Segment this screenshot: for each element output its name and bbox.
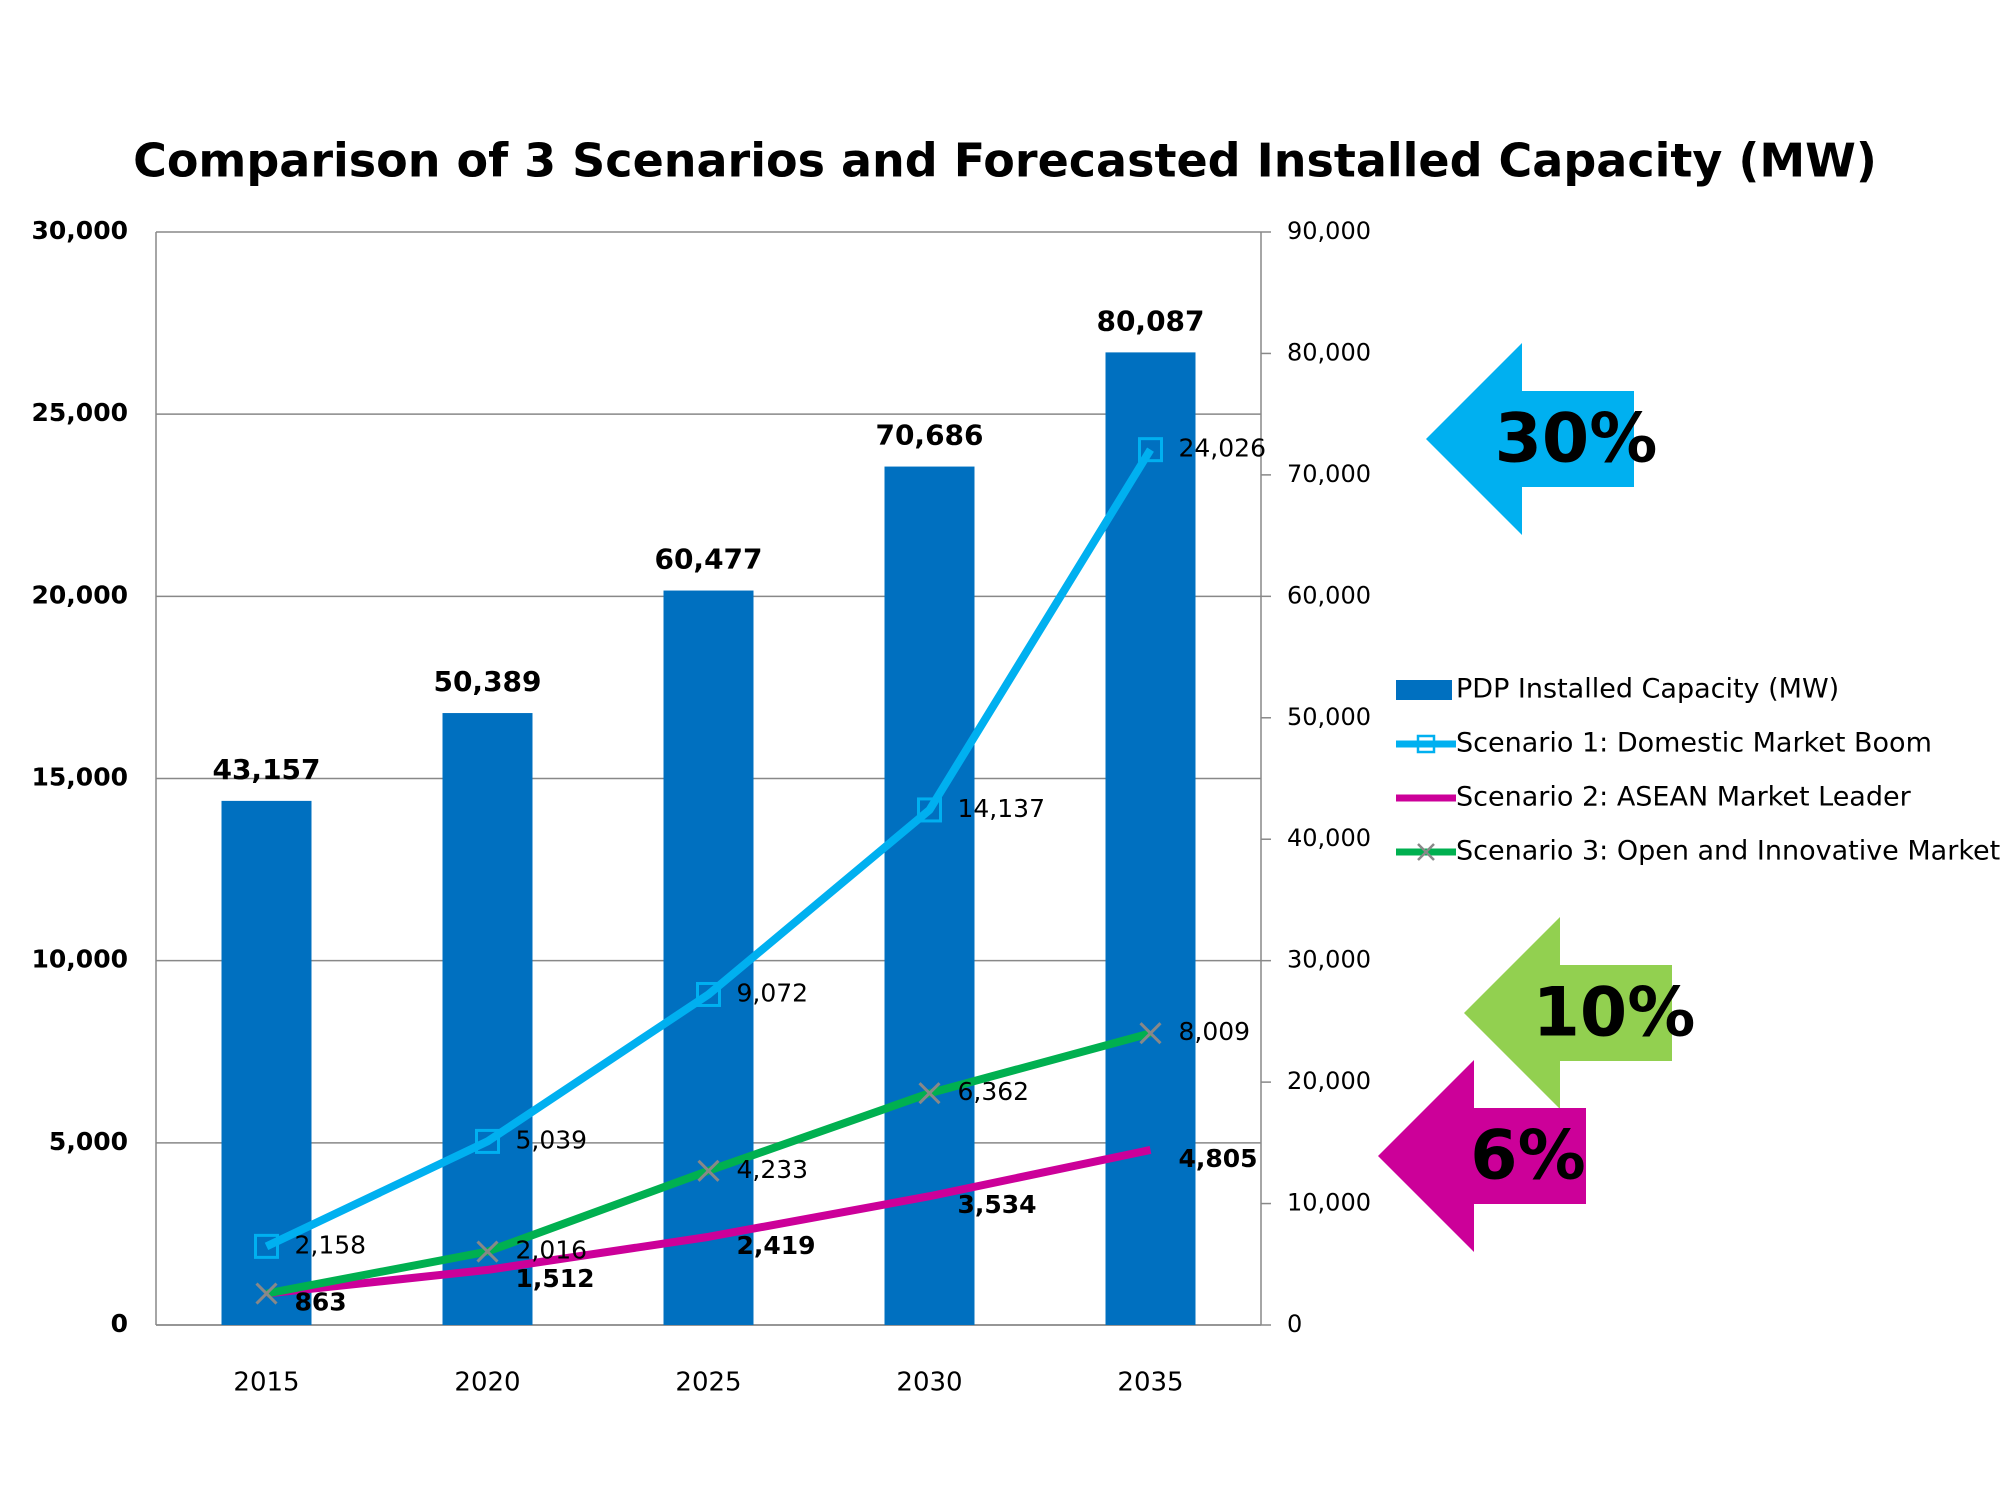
marker <box>254 1233 279 1259</box>
marker <box>475 1128 500 1154</box>
annotation-text: 30% <box>1495 400 1658 479</box>
chart-title: Comparison of 3 Scenarios and Forecasted… <box>133 134 1877 188</box>
y2-tick-label: 30,000 <box>1287 946 1371 974</box>
y-tick-label: 10,000 <box>32 945 128 974</box>
y-tick-label: 25,000 <box>32 398 128 427</box>
legend-marker <box>1417 843 1435 861</box>
line-value-label: 9,072 <box>737 978 809 1007</box>
bar <box>884 466 975 1325</box>
y-tick-label: 15,000 <box>32 763 128 792</box>
bar-value-label: 80,087 <box>1096 304 1204 337</box>
bar <box>221 800 312 1325</box>
y2-tick-label: 20,000 <box>1287 1067 1371 1095</box>
x-tick-label: 2030 <box>896 1368 962 1398</box>
annotation-arrow <box>1426 343 1634 535</box>
bar-value-label: 70,686 <box>875 419 983 452</box>
marker <box>917 797 942 823</box>
line-value-label: 2,158 <box>295 1230 367 1259</box>
x-tick-label: 2015 <box>233 1368 299 1398</box>
series-line <box>264 447 1154 1250</box>
bar <box>442 713 533 1325</box>
marker <box>697 1159 720 1182</box>
annotation-arrow <box>1464 917 1672 1109</box>
line-value-label: 5,039 <box>516 1125 588 1154</box>
y2-tick-label: 50,000 <box>1287 703 1371 731</box>
x-tick-label: 2020 <box>454 1368 520 1398</box>
line-value-label: 4,805 <box>1179 1144 1258 1173</box>
marker <box>696 981 721 1007</box>
marker <box>1138 437 1163 463</box>
annotation-text: 10% <box>1533 974 1696 1053</box>
y-tick-label: 20,000 <box>32 580 128 609</box>
legend-label: Scenario 2: ASEAN Market Leader <box>1456 782 1912 813</box>
bar-value-label: 50,389 <box>433 665 541 698</box>
y-tick-label: 5,000 <box>49 1127 128 1156</box>
x-tick-label: 2035 <box>1117 1368 1183 1398</box>
marker <box>1139 1022 1162 1045</box>
y2-tick-label: 40,000 <box>1287 824 1371 852</box>
line-value-label: 24,026 <box>1179 434 1266 463</box>
legend-marker <box>1416 734 1436 754</box>
y2-tick-label: 10,000 <box>1287 1189 1371 1217</box>
marker <box>918 1082 941 1105</box>
line-value-label: 4,233 <box>737 1155 809 1184</box>
bar-value-label: 60,477 <box>654 543 762 576</box>
annotation-text: 6% <box>1470 1117 1585 1196</box>
legend-label: PDP Installed Capacity (MW) <box>1456 674 1839 705</box>
series-line <box>266 1146 1152 1298</box>
legend-label: Scenario 1: Domestic Market Boom <box>1456 728 1932 759</box>
line-value-label: 2,016 <box>516 1236 588 1265</box>
line-value-label: 8,009 <box>1179 1017 1251 1046</box>
marker <box>476 1240 499 1263</box>
line-value-label: 6,362 <box>958 1077 1030 1106</box>
line-value-label: 2,419 <box>737 1231 816 1260</box>
y2-tick-label: 0 <box>1287 1310 1302 1338</box>
y-tick-label: 30,000 <box>32 216 128 245</box>
y2-tick-label: 70,000 <box>1287 460 1371 488</box>
y-tick-label: 0 <box>111 1309 128 1338</box>
bar <box>1105 352 1196 1325</box>
y2-tick-label: 60,000 <box>1287 581 1371 609</box>
bar <box>663 590 754 1325</box>
line-value-label: 14,137 <box>958 794 1045 823</box>
line-value-label: 1,512 <box>516 1264 595 1293</box>
annotation-arrow <box>1378 1060 1586 1252</box>
bar-value-label: 43,157 <box>212 753 320 786</box>
line-value-label: 863 <box>295 1288 347 1317</box>
x-tick-label: 2025 <box>675 1368 741 1398</box>
y2-tick-label: 90,000 <box>1287 217 1371 245</box>
y2-tick-label: 80,000 <box>1287 338 1371 366</box>
legend-label: Scenario 3: Open and Innovative Market <box>1456 836 2000 867</box>
legend-swatch <box>1396 680 1452 700</box>
marker <box>255 1282 278 1305</box>
line-value-label: 3,534 <box>958 1190 1037 1219</box>
